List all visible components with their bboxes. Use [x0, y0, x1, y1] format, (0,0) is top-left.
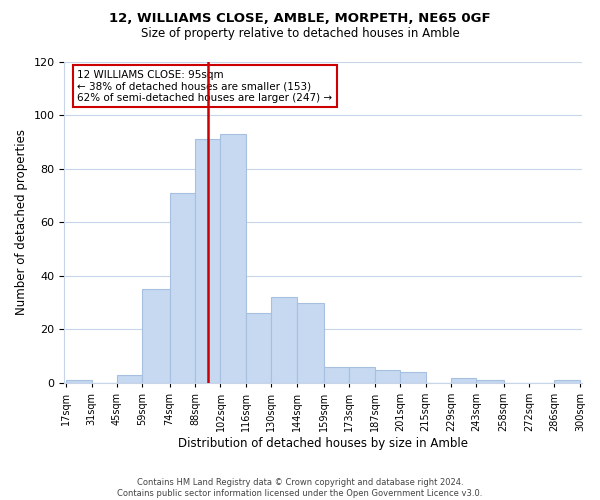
Bar [554, 380, 580, 383]
Bar [297, 302, 324, 383]
Bar [349, 367, 375, 383]
Y-axis label: Number of detached properties: Number of detached properties [15, 129, 28, 315]
Bar [400, 372, 425, 383]
Bar [170, 192, 195, 383]
Bar [375, 370, 400, 383]
Bar [271, 297, 297, 383]
Text: Contains HM Land Registry data © Crown copyright and database right 2024.
Contai: Contains HM Land Registry data © Crown c… [118, 478, 482, 498]
Text: Size of property relative to detached houses in Amble: Size of property relative to detached ho… [140, 28, 460, 40]
Bar [220, 134, 246, 383]
Text: 12, WILLIAMS CLOSE, AMBLE, MORPETH, NE65 0GF: 12, WILLIAMS CLOSE, AMBLE, MORPETH, NE65… [109, 12, 491, 26]
Text: 12 WILLIAMS CLOSE: 95sqm
← 38% of detached houses are smaller (153)
62% of semi-: 12 WILLIAMS CLOSE: 95sqm ← 38% of detach… [77, 70, 332, 102]
Bar [246, 314, 271, 383]
Bar [451, 378, 476, 383]
Bar [142, 289, 170, 383]
Bar [476, 380, 503, 383]
Bar [117, 375, 142, 383]
Bar [66, 380, 92, 383]
Bar [324, 367, 349, 383]
X-axis label: Distribution of detached houses by size in Amble: Distribution of detached houses by size … [178, 437, 468, 450]
Bar [195, 139, 220, 383]
